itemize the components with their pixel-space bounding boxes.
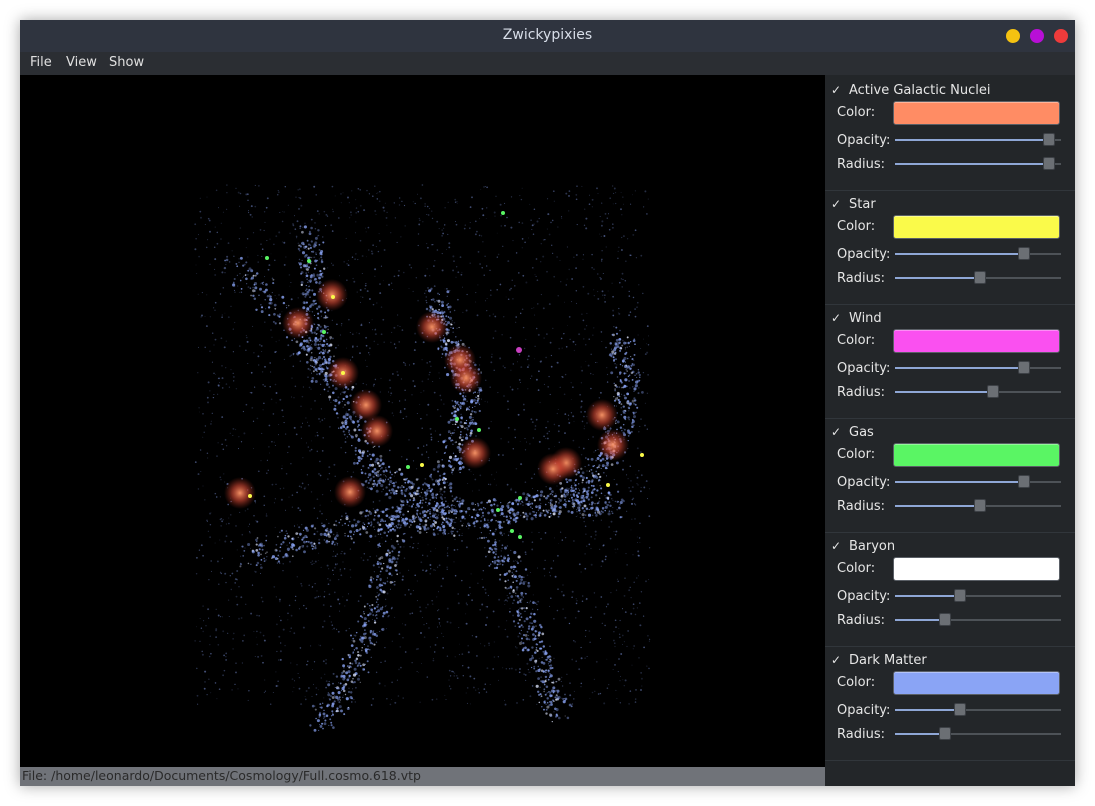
opacity-slider-wind[interactable]: [895, 361, 1061, 375]
menu-bar: File View Show: [20, 52, 1075, 75]
opacity-slider-star[interactable]: [895, 247, 1061, 261]
color-swatch-agn[interactable]: [893, 101, 1060, 125]
particle-render[interactable]: [20, 75, 825, 767]
menu-view[interactable]: View: [66, 55, 97, 70]
color-label: Color:: [837, 105, 876, 120]
radius-handle[interactable]: [939, 727, 951, 740]
app-window: Zwickypixies File View Show File: /home/…: [20, 20, 1075, 786]
opacity-slider-baryon[interactable]: [895, 589, 1061, 603]
minimize-button[interactable]: [1006, 29, 1020, 43]
opacity-label: Opacity:: [837, 703, 891, 718]
layer-title-star: Star: [849, 197, 876, 212]
opacity-slider-gas[interactable]: [895, 475, 1061, 489]
checkbox-dark[interactable]: ✓: [831, 653, 842, 667]
opacity-slider-agn[interactable]: [895, 133, 1061, 147]
layer-toggle-gas[interactable]: ✓ Gas: [831, 425, 874, 440]
layer-group-baryon: ✓ Baryon Color: Opacity: Radius:: [825, 533, 1075, 647]
opacity-handle[interactable]: [954, 589, 966, 602]
layer-group-agn: ✓ Active Galactic Nuclei Color: Opacity: Rad…: [825, 77, 1075, 191]
properties-panel: ✓ Active Galactic Nuclei Color: Opacity: Rad…: [825, 75, 1075, 786]
layer-toggle-baryon[interactable]: ✓ Baryon: [831, 539, 895, 554]
opacity-handle[interactable]: [1018, 475, 1030, 488]
radius-slider-dark[interactable]: [895, 727, 1061, 741]
close-button[interactable]: [1054, 29, 1068, 43]
radius-label: Radius:: [837, 613, 885, 628]
color-label: Color:: [837, 561, 876, 576]
radius-slider-wind[interactable]: [895, 385, 1061, 399]
layer-toggle-agn[interactable]: ✓ Active Galactic Nuclei: [831, 83, 990, 98]
color-label: Color:: [837, 219, 876, 234]
color-swatch-gas[interactable]: [893, 443, 1060, 467]
status-file-path: File: /home/leonardo/Documents/Cosmology…: [22, 768, 421, 783]
layer-toggle-wind[interactable]: ✓ Wind: [831, 311, 882, 326]
render-viewport[interactable]: [20, 75, 825, 767]
opacity-label: Opacity:: [837, 475, 891, 490]
opacity-label: Opacity:: [837, 361, 891, 376]
radius-label: Radius:: [837, 157, 885, 172]
maximize-button[interactable]: [1030, 29, 1044, 43]
radius-slider-star[interactable]: [895, 271, 1061, 285]
color-label: Color:: [837, 333, 876, 348]
color-swatch-star[interactable]: [893, 215, 1060, 239]
layer-group-dark: ✓ Dark Matter Color: Opacity: Radius:: [825, 647, 1075, 761]
checkbox-agn[interactable]: ✓: [831, 83, 842, 97]
layer-toggle-star[interactable]: ✓ Star: [831, 197, 876, 212]
radius-handle[interactable]: [974, 271, 986, 284]
opacity-label: Opacity:: [837, 589, 891, 604]
radius-label: Radius:: [837, 385, 885, 400]
radius-handle[interactable]: [987, 385, 999, 398]
layer-title-wind: Wind: [849, 311, 882, 326]
radius-handle[interactable]: [939, 613, 951, 626]
radius-label: Radius:: [837, 271, 885, 286]
opacity-handle[interactable]: [1043, 133, 1055, 146]
opacity-label: Opacity:: [837, 247, 891, 262]
opacity-label: Opacity:: [837, 133, 891, 148]
color-swatch-dark[interactable]: [893, 671, 1060, 695]
layer-group-star: ✓ Star Color: Opacity: Radius:: [825, 191, 1075, 305]
radius-label: Radius:: [837, 727, 885, 742]
radius-label: Radius:: [837, 499, 885, 514]
layer-group-wind: ✓ Wind Color: Opacity: Radius:: [825, 305, 1075, 419]
color-label: Color:: [837, 447, 876, 462]
checkbox-baryon[interactable]: ✓: [831, 539, 842, 553]
checkbox-wind[interactable]: ✓: [831, 311, 842, 325]
status-bar: File: /home/leonardo/Documents/Cosmology…: [20, 767, 825, 786]
menu-show[interactable]: Show: [109, 55, 145, 70]
title-bar[interactable]: Zwickypixies: [20, 20, 1075, 52]
radius-slider-baryon[interactable]: [895, 613, 1061, 627]
layer-title-dark: Dark Matter: [849, 653, 927, 668]
layer-title-baryon: Baryon: [849, 539, 896, 554]
layer-title-gas: Gas: [849, 425, 874, 440]
radius-handle[interactable]: [1043, 157, 1055, 170]
radius-slider-gas[interactable]: [895, 499, 1061, 513]
checkbox-star[interactable]: ✓: [831, 197, 842, 211]
layer-group-gas: ✓ Gas Color: Opacity: Radius:: [825, 419, 1075, 533]
menu-file[interactable]: File: [30, 55, 52, 70]
window-title: Zwickypixies: [502, 27, 593, 43]
color-swatch-wind[interactable]: [893, 329, 1060, 353]
radius-handle[interactable]: [974, 499, 986, 512]
opacity-handle[interactable]: [1018, 247, 1030, 260]
opacity-handle[interactable]: [1018, 361, 1030, 374]
color-swatch-baryon[interactable]: [893, 557, 1060, 581]
color-label: Color:: [837, 675, 876, 690]
opacity-handle[interactable]: [954, 703, 966, 716]
layer-title-agn: Active Galactic Nuclei: [849, 83, 991, 98]
checkbox-gas[interactable]: ✓: [831, 425, 842, 439]
opacity-slider-dark[interactable]: [895, 703, 1061, 717]
radius-slider-agn[interactable]: [895, 157, 1061, 171]
layer-toggle-dark[interactable]: ✓ Dark Matter: [831, 653, 927, 668]
